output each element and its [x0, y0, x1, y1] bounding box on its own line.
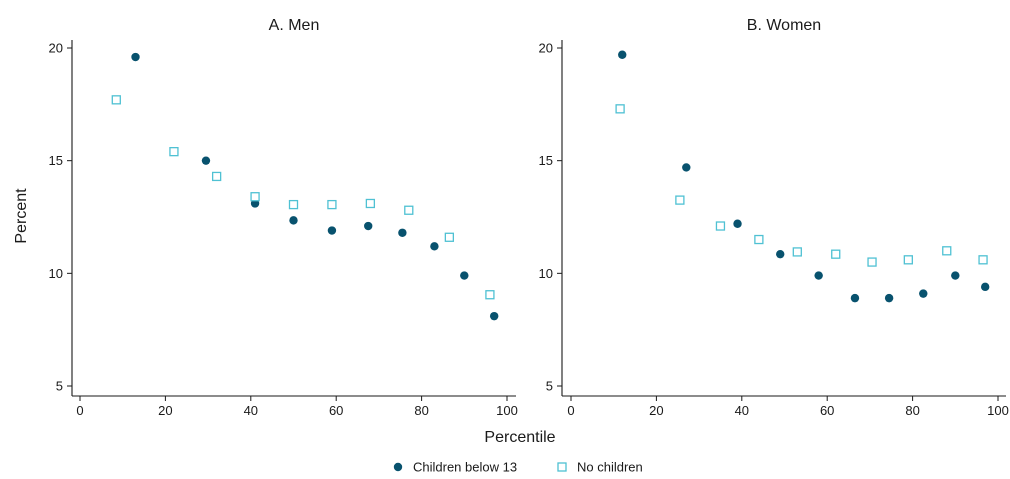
point-no-children: [715, 221, 726, 231]
point-no-children: [444, 232, 455, 242]
point-children-below-13: [733, 219, 742, 228]
point-children-below-13: [489, 311, 499, 321]
point-no-children: [250, 192, 260, 202]
y-tick-label: 15: [539, 153, 553, 168]
x-tick-label: 0: [567, 403, 574, 418]
point-children-below-13: [398, 228, 407, 237]
x-tick-label: 100: [496, 403, 518, 418]
x-tick-label: 40: [735, 403, 749, 418]
point-no-children: [111, 95, 121, 105]
point-no-children: [615, 104, 625, 114]
point-children-below-13: [980, 282, 990, 292]
legend-marker-no-children: [557, 462, 567, 472]
y-tick-label: 20: [539, 41, 553, 56]
point-no-children: [485, 290, 495, 300]
point-no-children: [675, 195, 685, 205]
point-no-children: [754, 234, 764, 245]
point-children-below-13: [951, 271, 960, 280]
x-tick-label: 80: [414, 403, 428, 418]
point-no-children: [867, 257, 877, 267]
panel-title: A. Men: [269, 17, 320, 34]
point-children-below-13: [250, 199, 260, 208]
x-tick-label: 60: [820, 403, 834, 418]
x-tick-label: 0: [76, 403, 83, 418]
y-tick-label: 5: [56, 379, 63, 394]
panel-women: 5 10 15 20 0 20 40 60 80 100 B. Women: [539, 17, 1009, 418]
y-tick-label: 20: [49, 41, 63, 56]
point-children-below-13: [682, 163, 691, 172]
point-children-below-13: [460, 271, 469, 280]
point-children-below-13: [618, 50, 627, 59]
x-tick-label: 20: [158, 403, 172, 418]
point-children-below-13: [814, 271, 823, 280]
point-no-children: [327, 199, 337, 210]
x-tick-label: 20: [649, 403, 663, 418]
point-children-below-13: [776, 249, 785, 259]
point-children-below-13: [131, 52, 140, 62]
point-no-children: [288, 199, 299, 210]
point-no-children: [792, 247, 802, 257]
x-tick-label: 100: [987, 403, 1009, 418]
point-children-below-13: [201, 156, 211, 165]
point-children-below-13: [430, 242, 439, 251]
point-children-below-13: [327, 226, 337, 235]
point-no-children: [978, 255, 988, 265]
y-tick-label: 5: [546, 379, 553, 394]
point-no-children: [942, 246, 952, 256]
point-no-children: [831, 249, 841, 259]
legend-label: Children below 13: [413, 460, 517, 475]
point-no-children: [169, 147, 179, 157]
y-tick-label: 10: [49, 266, 63, 281]
y-tick-label: 15: [49, 153, 63, 168]
point-children-below-13: [850, 293, 860, 303]
point-no-children: [211, 171, 222, 182]
legend: Children below 13 No children: [393, 460, 643, 475]
x-tick-label: 80: [905, 403, 919, 418]
legend-label: No children: [577, 460, 643, 475]
panel-title: B. Women: [747, 17, 821, 34]
panel-men: 5 10 15 20 0 20 40 60 80 100 A. Men: [49, 17, 518, 418]
point-no-children: [903, 255, 913, 265]
x-axis-title: Percentile: [484, 429, 555, 446]
point-children-below-13: [884, 293, 894, 303]
y-tick-label: 10: [539, 266, 553, 281]
point-no-children: [404, 205, 414, 215]
point-children-below-13: [364, 221, 373, 231]
point-children-below-13: [289, 216, 298, 225]
x-tick-label: 40: [244, 403, 258, 418]
point-no-children: [365, 198, 376, 209]
point-children-below-13: [919, 289, 928, 298]
legend-marker-children-below-13: [393, 462, 403, 472]
x-tick-label: 60: [329, 403, 343, 418]
y-axis-title: Percent: [13, 188, 30, 244]
